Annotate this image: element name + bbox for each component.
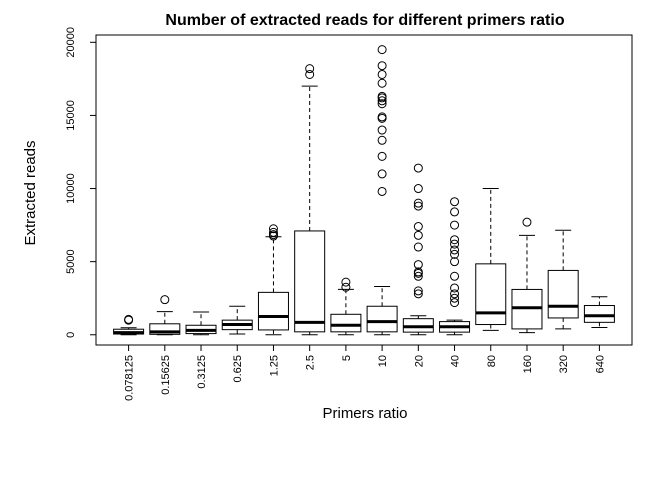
- outlier-point: [413, 222, 423, 232]
- box-series: [113, 45, 615, 336]
- outlier-point: [413, 271, 423, 281]
- outlier-point: [377, 96, 387, 106]
- outlier-point: [377, 135, 387, 145]
- x-tick-label: 10: [377, 355, 389, 367]
- box-iqr: [294, 230, 326, 333]
- outlier-point: [305, 69, 315, 79]
- box-group: [547, 229, 579, 330]
- outlier-point: [450, 289, 460, 299]
- outlier-point: [413, 267, 423, 277]
- x-tick-label: 2.5: [305, 355, 317, 370]
- outlier-point: [413, 289, 423, 299]
- x-tick-label: 0.625: [232, 355, 244, 383]
- box-iqr: [330, 313, 362, 333]
- outlier-point: [450, 220, 460, 230]
- outlier-point: [413, 260, 423, 270]
- box-group: [149, 295, 181, 336]
- box-iqr: [475, 263, 507, 326]
- outlier-point: [450, 283, 460, 293]
- outlier-point: [377, 125, 387, 135]
- outlier-point: [268, 227, 278, 237]
- x-tick-label: 0.15625: [160, 355, 172, 395]
- outlier-point: [413, 230, 423, 240]
- x-axis-label: Primers ratio: [322, 405, 407, 422]
- y-tick-label: 0: [65, 332, 77, 338]
- outlier-point: [377, 61, 387, 71]
- y-axis-label: Extracted reads: [22, 140, 39, 245]
- outlier-point: [377, 186, 387, 196]
- box-group: [583, 296, 615, 328]
- outlier-point: [124, 314, 134, 324]
- box-iqr: [257, 291, 289, 331]
- outlier-point: [413, 163, 423, 173]
- outlier-point: [268, 224, 278, 234]
- outlier-point: [522, 217, 532, 227]
- outlier-point: [377, 91, 387, 101]
- y-tick-label: 10000: [65, 173, 77, 204]
- box-group: [185, 311, 217, 336]
- x-tick-label: 1.25: [268, 355, 280, 376]
- outlier-point: [377, 99, 387, 109]
- outlier-point: [268, 230, 278, 240]
- outlier-point: [413, 184, 423, 194]
- outlier-point: [377, 78, 387, 88]
- x-tick-label: 320: [558, 355, 570, 373]
- x-axis: 0.078125 0.15625 0.3125 0.625 1.25 2.5 5 10 20 40…: [124, 344, 606, 401]
- outlier-point: [377, 45, 387, 55]
- box-group: [475, 188, 507, 331]
- box-group: [113, 314, 145, 336]
- outlier-point: [341, 282, 351, 292]
- outlier-point: [450, 239, 460, 249]
- box-iqr: [547, 269, 579, 319]
- box-group: [402, 163, 434, 336]
- outlier-point: [450, 245, 460, 255]
- outlier-point: [413, 286, 423, 296]
- outlier-point: [450, 249, 460, 259]
- x-tick-label: 40: [450, 355, 462, 367]
- x-tick-label: 5: [341, 355, 353, 361]
- box-group: [511, 217, 543, 334]
- box-group: [330, 277, 362, 336]
- y-tick-label: 20000: [65, 27, 77, 58]
- box-group: [294, 64, 326, 336]
- x-tick-label: 0.3125: [196, 355, 208, 389]
- outlier-point: [413, 198, 423, 208]
- outlier-point: [450, 197, 460, 207]
- outlier-point: [450, 271, 460, 281]
- box-group: [257, 224, 289, 336]
- outlier-point: [450, 298, 460, 308]
- outlier-point: [160, 295, 170, 305]
- outlier-point: [450, 235, 460, 245]
- outlier-point: [450, 257, 460, 267]
- y-tick-label: 5000: [65, 249, 77, 273]
- x-tick-label: 160: [522, 355, 534, 373]
- box-iqr: [366, 305, 398, 333]
- outlier-point: [413, 242, 423, 252]
- y-axis: 0 5000 10000 15000 20000: [65, 27, 97, 338]
- outlier-point: [377, 151, 387, 161]
- x-tick-label: 80: [486, 355, 498, 367]
- outlier-point: [377, 112, 387, 122]
- box-group: [439, 197, 471, 336]
- chart-title: Number of extracted reads for different …: [165, 12, 564, 29]
- box-group: [366, 45, 398, 336]
- outlier-point: [450, 207, 460, 217]
- x-tick-label: 0.078125: [124, 355, 136, 401]
- outlier-point: [450, 293, 460, 303]
- outlier-point: [377, 169, 387, 179]
- outlier-point: [377, 69, 387, 79]
- box-group: [221, 305, 253, 335]
- box-iqr: [583, 305, 615, 323]
- y-tick-label: 15000: [65, 100, 77, 131]
- outlier-point: [305, 64, 315, 74]
- box-iqr: [149, 323, 181, 335]
- outlier-point: [341, 277, 351, 287]
- outlier-point: [413, 201, 423, 211]
- x-tick-label: 640: [594, 355, 606, 373]
- x-tick-label: 20: [413, 355, 425, 367]
